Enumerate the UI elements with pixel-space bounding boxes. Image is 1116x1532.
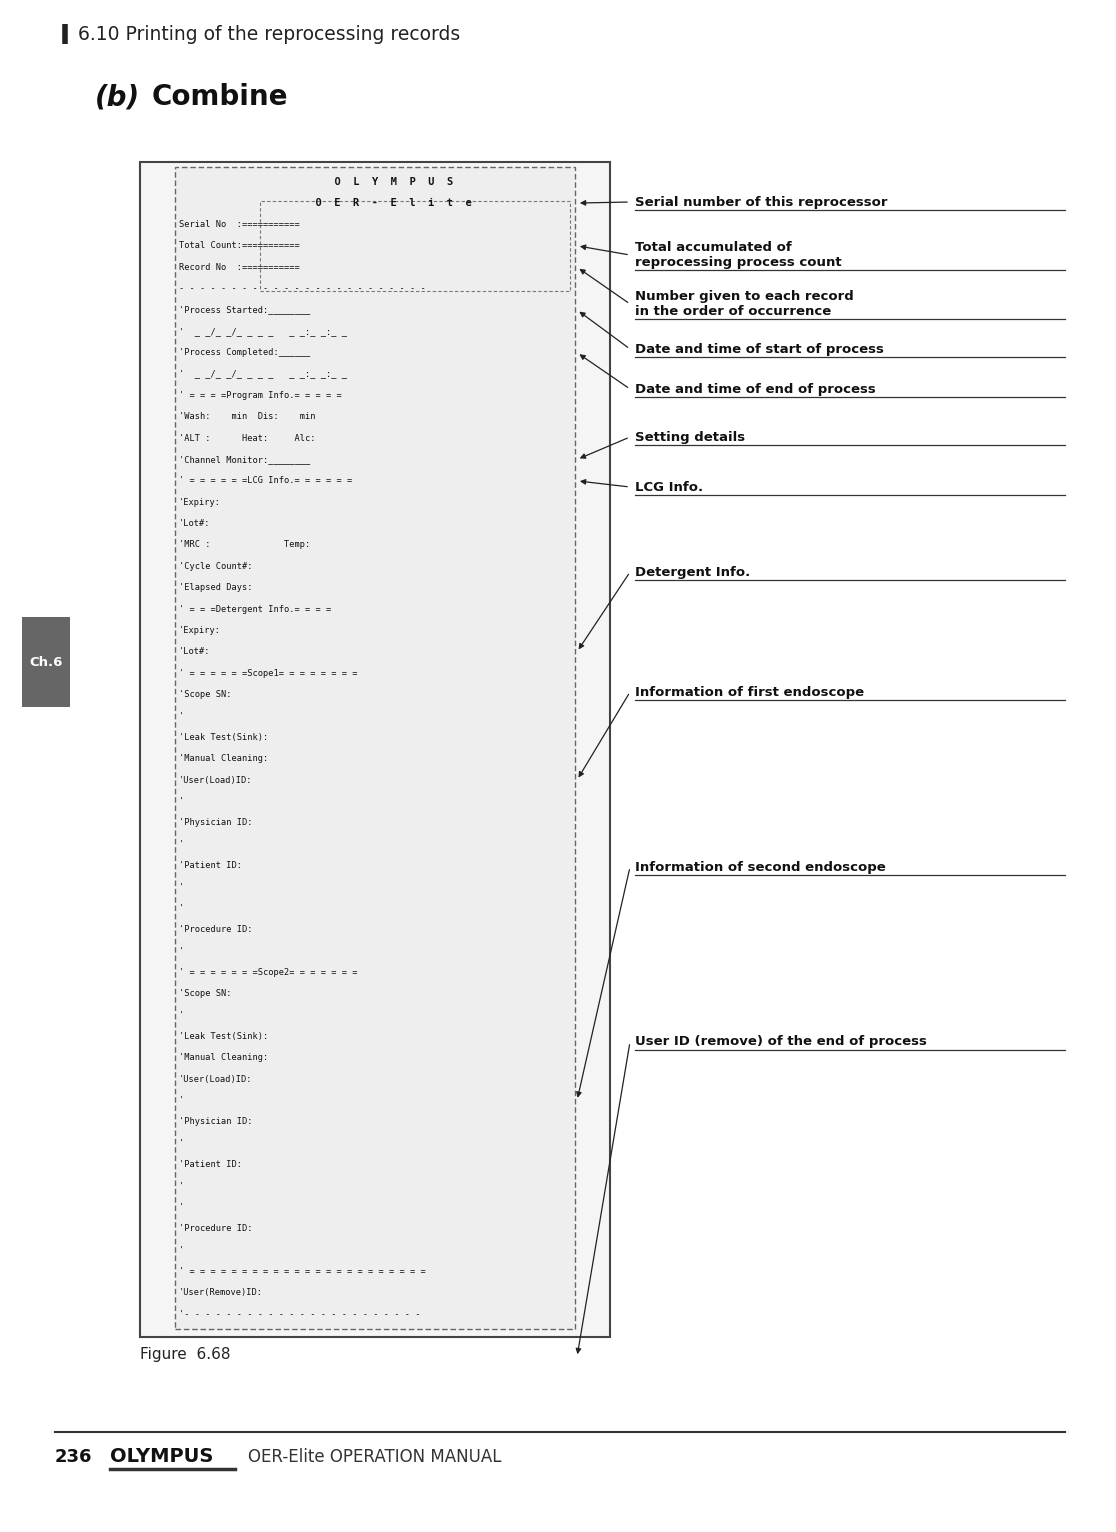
Text: - - - - - - - - - - - - - - - - - - - - - - - -: - - - - - - - - - - - - - - - - - - - - … bbox=[179, 283, 425, 293]
Text: ' = = = = = =LCG Info.= = = = = =: ' = = = = = =LCG Info.= = = = = = bbox=[179, 476, 353, 486]
Text: 'Lot#:: 'Lot#: bbox=[179, 648, 211, 656]
Text: Total accumulated of
reprocessing process count: Total accumulated of reprocessing proces… bbox=[635, 241, 841, 270]
Text: 'User(Load)ID:: 'User(Load)ID: bbox=[179, 775, 252, 784]
Text: 'MRC :              Temp:: 'MRC : Temp: bbox=[179, 541, 310, 550]
Text: 'Process Started:________: 'Process Started:________ bbox=[179, 305, 310, 314]
Text: 'Channel Monitor:________: 'Channel Monitor:________ bbox=[179, 455, 310, 464]
Text: 'Expiry:: 'Expiry: bbox=[179, 498, 221, 507]
Text: 'Patient ID:: 'Patient ID: bbox=[179, 861, 242, 870]
Text: 'Cycle Count#:: 'Cycle Count#: bbox=[179, 562, 252, 571]
Text: ': ' bbox=[179, 1203, 184, 1212]
Text: '  _ _/_ _/_ _ _ _   _ _:_ _:_ _: ' _ _/_ _/_ _ _ _ _ _:_ _:_ _ bbox=[179, 326, 347, 336]
Text: 'Expiry:: 'Expiry: bbox=[179, 627, 221, 634]
Text: 6.10 Printing of the reprocessing records: 6.10 Printing of the reprocessing record… bbox=[78, 25, 460, 43]
Text: ': ' bbox=[179, 1138, 184, 1147]
Bar bbox=[22, 617, 70, 706]
Text: '  _ _/_ _/_ _ _ _   _ _:_ _:_ _: ' _ _/_ _/_ _ _ _ _ _:_ _:_ _ bbox=[179, 369, 347, 378]
Text: Date and time of end of process: Date and time of end of process bbox=[635, 383, 876, 395]
Text: 'Scope SN:: 'Scope SN: bbox=[179, 990, 231, 999]
Text: Serial No  :===========: Serial No :=========== bbox=[179, 221, 300, 228]
Text: Setting details: Setting details bbox=[635, 430, 745, 443]
Text: ': ' bbox=[179, 947, 184, 956]
Bar bbox=[175, 167, 575, 1328]
Text: ': ' bbox=[179, 1095, 184, 1105]
Text: ': ' bbox=[179, 797, 184, 806]
Text: Serial number of this reprocessor: Serial number of this reprocessor bbox=[635, 196, 887, 208]
Text: 'Leak Test(Sink):: 'Leak Test(Sink): bbox=[179, 1033, 268, 1042]
Text: Combine: Combine bbox=[152, 83, 289, 110]
Text: 'Manual Cleaning:: 'Manual Cleaning: bbox=[179, 1054, 268, 1062]
Text: '- - - - - - - - - - - - - - - - - - - - - - -: '- - - - - - - - - - - - - - - - - - - -… bbox=[179, 1310, 421, 1319]
Text: User ID (remove) of the end of process: User ID (remove) of the end of process bbox=[635, 1036, 927, 1048]
Text: 'Elapsed Days:: 'Elapsed Days: bbox=[179, 584, 252, 593]
Text: 'User(Remove)ID:: 'User(Remove)ID: bbox=[179, 1288, 263, 1298]
Text: Date and time of start of process: Date and time of start of process bbox=[635, 343, 884, 355]
Text: ': ' bbox=[179, 1246, 184, 1255]
Text: Record No  :===========: Record No :=========== bbox=[179, 262, 300, 271]
Text: ' = = = = = = = = = = = = = = = = = = = = = = =: ' = = = = = = = = = = = = = = = = = = = … bbox=[179, 1267, 425, 1276]
Text: 236: 236 bbox=[55, 1448, 93, 1466]
Text: ': ' bbox=[179, 882, 184, 892]
Text: 'Physician ID:: 'Physician ID: bbox=[179, 818, 252, 827]
Text: ' = = = =Program Info.= = = = =: ' = = = =Program Info.= = = = = bbox=[179, 391, 341, 400]
Text: O  L  Y  M  P  U  S: O L Y M P U S bbox=[297, 176, 453, 187]
Text: Information of first endoscope: Information of first endoscope bbox=[635, 685, 864, 699]
Text: ': ' bbox=[179, 1011, 184, 1020]
Text: ' = = = = = = =Scope2= = = = = = =: ' = = = = = = =Scope2= = = = = = = bbox=[179, 968, 357, 977]
Text: Figure  6.68: Figure 6.68 bbox=[140, 1347, 231, 1362]
Text: ' = = =Detergent Info.= = = =: ' = = =Detergent Info.= = = = bbox=[179, 605, 331, 614]
Text: Number given to each record
in the order of occurrence: Number given to each record in the order… bbox=[635, 290, 854, 319]
Text: Ch.6: Ch.6 bbox=[29, 656, 62, 668]
Text: 'User(Load)ID:: 'User(Load)ID: bbox=[179, 1075, 252, 1083]
Text: ': ' bbox=[179, 711, 184, 720]
Text: 'ALT :      Heat:     Alc:: 'ALT : Heat: Alc: bbox=[179, 434, 316, 443]
Text: OER-Elite OPERATION MANUAL: OER-Elite OPERATION MANUAL bbox=[248, 1448, 501, 1466]
Text: LCG Info.: LCG Info. bbox=[635, 481, 703, 493]
Text: 'Scope SN:: 'Scope SN: bbox=[179, 689, 231, 699]
Text: 'Process Completed:______: 'Process Completed:______ bbox=[179, 348, 310, 357]
Text: ': ' bbox=[179, 904, 184, 913]
Text: (b): (b) bbox=[95, 83, 141, 110]
Text: 'Leak Test(Sink):: 'Leak Test(Sink): bbox=[179, 732, 268, 741]
Text: Information of second endoscope: Information of second endoscope bbox=[635, 861, 886, 873]
Text: ': ' bbox=[179, 1181, 184, 1190]
Text: Detergent Info.: Detergent Info. bbox=[635, 565, 750, 579]
Text: OLYMPUS: OLYMPUS bbox=[110, 1448, 213, 1466]
Text: ' = = = = = =Scope1= = = = = = = =: ' = = = = = =Scope1= = = = = = = = bbox=[179, 668, 357, 677]
Text: Total Count:===========: Total Count:=========== bbox=[179, 242, 300, 250]
Text: 'Patient ID:: 'Patient ID: bbox=[179, 1160, 242, 1169]
Bar bbox=[260, 201, 570, 291]
Text: 'Physician ID:: 'Physician ID: bbox=[179, 1117, 252, 1126]
Text: 'Manual Cleaning:: 'Manual Cleaning: bbox=[179, 754, 268, 763]
Text: 'Wash:    min  Dis:    min: 'Wash: min Dis: min bbox=[179, 412, 316, 421]
Text: O  E  R  -  E  l  i  t  e: O E R - E l i t e bbox=[278, 198, 472, 208]
Text: ': ' bbox=[179, 840, 184, 849]
Text: 'Lot#:: 'Lot#: bbox=[179, 519, 211, 529]
Text: 'Procedure ID:: 'Procedure ID: bbox=[179, 1224, 252, 1233]
Bar bbox=[140, 162, 610, 1337]
Text: 'Procedure ID:: 'Procedure ID: bbox=[179, 925, 252, 935]
